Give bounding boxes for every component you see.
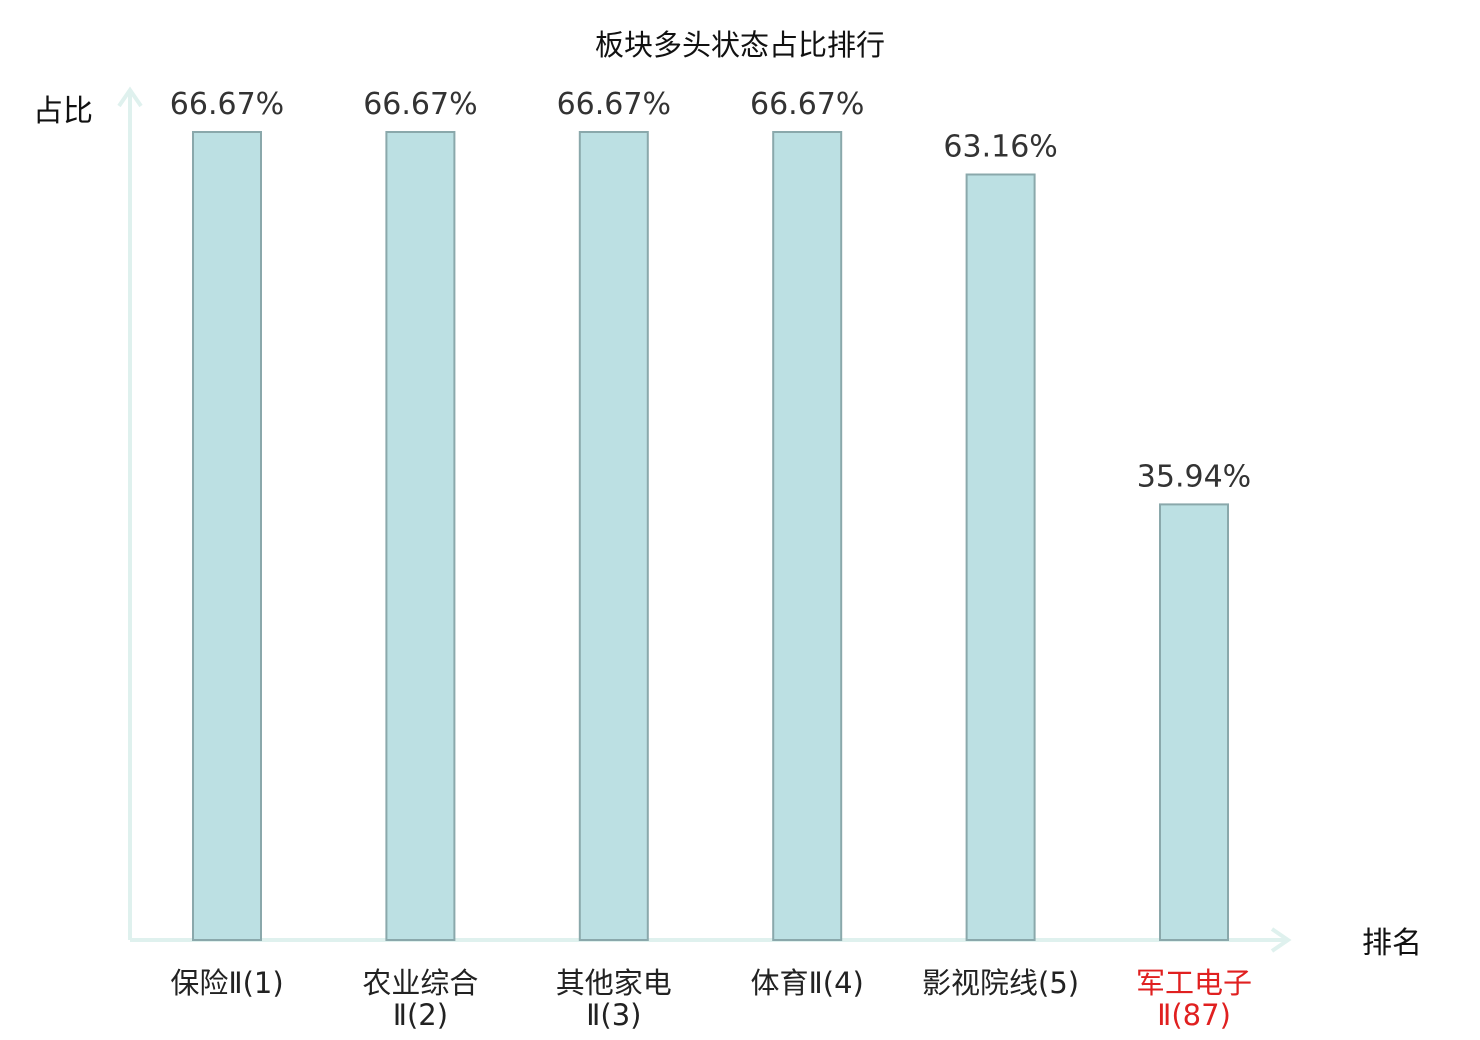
value-label-3: 66.67%	[557, 87, 671, 122]
x-axis-arrow	[1270, 927, 1292, 953]
x-tick-label-6: 军工电子	[1136, 966, 1252, 1000]
bar-3	[578, 131, 649, 941]
value-label-4: 66.67%	[750, 87, 864, 122]
value-label-2: 66.67%	[363, 87, 477, 122]
y-axis-arrow	[117, 86, 143, 108]
x-tick-label-3-line2: Ⅱ(3)	[586, 998, 641, 1032]
x-tick-label-5: 影视院线(5)	[922, 966, 1079, 1000]
chart-title: 板块多头状态占比排行	[594, 28, 885, 62]
x-tick-label-2-line2: Ⅱ(2)	[393, 998, 448, 1032]
bar-2	[385, 131, 456, 941]
x-tick-label-6-line2: Ⅱ(87)	[1157, 998, 1231, 1032]
y-axis-label: 占比	[33, 94, 93, 129]
bar-5	[965, 173, 1036, 941]
bar-1	[192, 131, 262, 941]
bar-6	[1159, 503, 1229, 941]
x-axis-label: 排名	[1362, 926, 1422, 961]
x-tick-label-1: 保险Ⅱ(1)	[170, 966, 283, 1000]
bars-group	[192, 131, 1229, 941]
x-tick-label-4: 体育Ⅱ(4)	[751, 966, 864, 1000]
value-labels-group: 66.67% 66.67% 66.67% 66.67% 63.16% 35.94%	[170, 87, 1251, 494]
bar-4	[772, 131, 843, 941]
x-tick-label-3: 其他家电	[556, 966, 672, 1000]
x-tick-label-2: 农业综合	[362, 966, 478, 1000]
value-label-1: 66.67%	[170, 87, 284, 122]
value-label-6: 35.94%	[1137, 459, 1251, 494]
axes: 占比 排名	[33, 86, 1422, 961]
value-label-5: 63.16%	[943, 130, 1057, 165]
